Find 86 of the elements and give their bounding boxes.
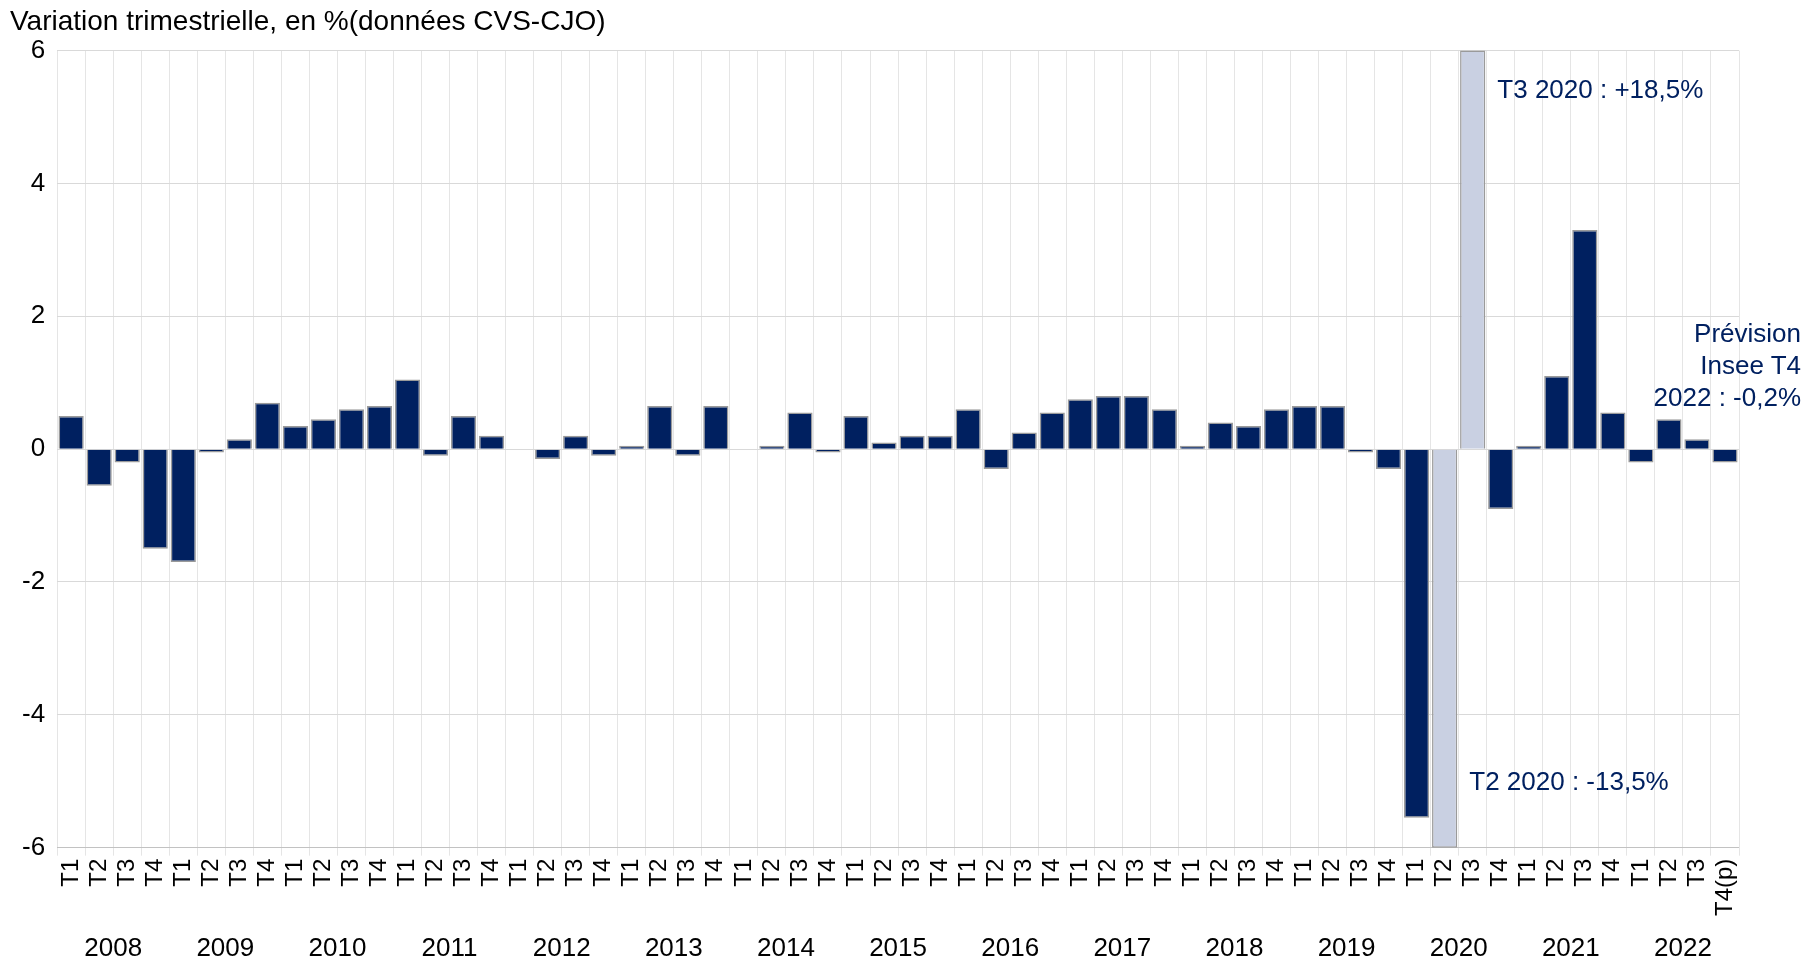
x-tick-label: T1 [1064,858,1092,887]
x-tick-label: T4 [700,858,728,887]
x-tick-label: T1 [167,858,195,887]
x-tick-label: T2 [195,858,223,887]
text: 2009 [196,932,255,963]
x-tick-label: T4 [1036,858,1064,887]
x-tick-label: T3 [896,858,924,887]
x-tick-label: T2 [1317,858,1345,887]
text: 2013 [644,932,703,963]
x-tick-label: T4 [1261,858,1289,887]
x-tick-label: T3 [111,858,139,887]
x-tick-label: T4 [1597,858,1625,887]
x-tick-label: T4 [924,858,952,887]
text: 2012 [532,932,591,963]
x-tick-label: T3 [448,858,476,887]
x-tick-label: T1 [1401,858,1429,887]
x-tick-label: T4 [1485,858,1513,887]
x-tick-label: T2 [1429,858,1457,887]
y-tick-label: 4 [30,166,46,197]
x-tick-label: T3 [1233,858,1261,887]
x-tick-label: T3 [1120,858,1148,887]
text: 2011 [421,932,478,963]
x-tick-label: T2 [644,858,672,887]
y-tick-label: 2 [30,299,46,330]
x-tick-label: T3 [784,858,812,887]
x-tick-label: T2 [1653,858,1681,887]
text: 2008 [84,932,143,963]
x-tick-label: T3 [1457,858,1485,887]
x-tick-label: T4 [476,858,504,887]
text: 2019 [1317,932,1376,963]
x-tick-label: T1 [280,858,308,887]
y-tick-label: 6 [30,33,46,64]
x-tick-label: T1 [952,858,980,887]
x-tick-label: T1 [840,858,868,887]
text: 2014 [757,932,815,963]
x-tick-label: T1 [392,858,420,887]
y-tick-label: 0 [30,432,46,463]
x-tick-label: T4 [139,858,167,887]
x-tick-label: T2 [1541,858,1569,887]
x-tick-label: T4 [1148,858,1176,887]
x-tick-label: T3 [560,858,588,887]
x-tick-label: T1 [1513,858,1541,887]
x-tick-label: T3 [1345,858,1373,887]
x-tick-label: T2 [532,858,560,887]
x-tick-label: T3 [223,858,251,887]
x-tick-label: T1 [504,858,532,887]
x-tick-label: T2 [308,858,336,887]
x-tick-label: T2 [980,858,1008,887]
x-tick-label: T1 [1625,858,1653,887]
x-tick-label: T4(p) [1709,858,1737,916]
x-tick-label: T2 [83,858,111,887]
text: 2020 [1429,932,1488,963]
annotation: T2 2020 : -13,5% [1469,765,1669,796]
x-tick-label: T2 [1205,858,1233,887]
x-tick-label: T2 [420,858,448,887]
x-tick-label: T1 [1177,858,1205,887]
annotation: T3 2020 : +18,5% [1497,73,1704,104]
x-tick-label: T4 [1373,858,1401,887]
x-tick-label: T1 [728,858,756,887]
y-tick-label: -6 [21,830,46,861]
x-tick-label: T4 [364,858,392,887]
x-tick-label: T2 [868,858,896,887]
x-tick-label: T1 [1289,858,1317,887]
y-tick-label: -4 [21,697,46,728]
text: 2018 [1205,932,1264,963]
text: 2015 [869,932,927,963]
text: 2022 [1654,932,1712,963]
x-tick-label: T3 [336,858,364,887]
text: 2021 [1541,932,1600,963]
x-tick-label: T2 [756,858,784,887]
x-tick-label: T4 [588,858,616,887]
x-tick-label: T1 [616,858,644,887]
text: 2010 [308,932,367,963]
x-tick-label: T2 [1092,858,1120,887]
text: 2016 [981,932,1040,963]
x-tick-label: T3 [672,858,700,887]
x-tick-label: T4 [812,858,840,887]
chart-title: Variation trimestrielle, en %(données CVS-CJO) [10,4,606,36]
data-label: Prévision Insee T4 2022 : -0,2% [1653,318,1801,413]
x-tick-label: T3 [1681,858,1709,887]
x-tick-label: T4 [251,858,279,887]
x-tick-label: T1 [55,858,83,887]
x-tick-label: T3 [1569,858,1597,887]
x-tick-label: T3 [1008,858,1036,887]
y-tick-label: -2 [21,565,46,596]
text: 2017 [1093,932,1152,963]
